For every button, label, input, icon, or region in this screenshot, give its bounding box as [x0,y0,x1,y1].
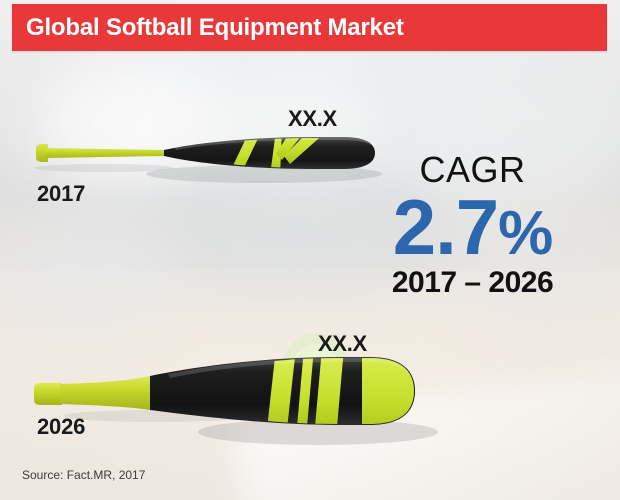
bat-end-cap [362,358,414,424]
background-blur-blob [440,180,620,320]
cagr-value: 2.7% [365,188,580,266]
bat-handle [46,148,167,158]
source-note: Source: Fact.MR, 2017 [22,468,146,482]
cagr-label: CAGR [419,149,526,190]
bat-graphic-2017 [14,120,382,190]
bat-knob [36,144,48,162]
value-label-2026: XX.X [318,331,367,356]
bat-graphic-2026 [18,334,438,445]
background-blur-blob [0,210,180,330]
cagr-block: CAGR 2.7% 2017 – 2026 [365,152,580,298]
cagr-value-number: 2.7 [392,183,499,271]
percent-icon: % [498,199,553,268]
bat-stripes [228,138,328,168]
bat-handle [60,376,155,410]
softball-bat-icon [34,334,438,445]
cagr-period: 2017 – 2026 [391,266,554,300]
background-blur-blob [200,70,400,190]
background-blur-blob [120,185,480,295]
value-label-2017: XX.X [288,106,337,131]
bat-stripes [266,358,414,424]
bat-knob [34,383,62,405]
bat-barrel [164,137,375,169]
softball-bat-icon [34,136,382,183]
page-title: Global Softball Equipment Market [26,13,404,41]
year-label-2017: 2017 [37,181,86,206]
year-label-2026: 2026 [37,414,86,439]
header-banner: Global Softball Equipment Market [12,4,607,51]
